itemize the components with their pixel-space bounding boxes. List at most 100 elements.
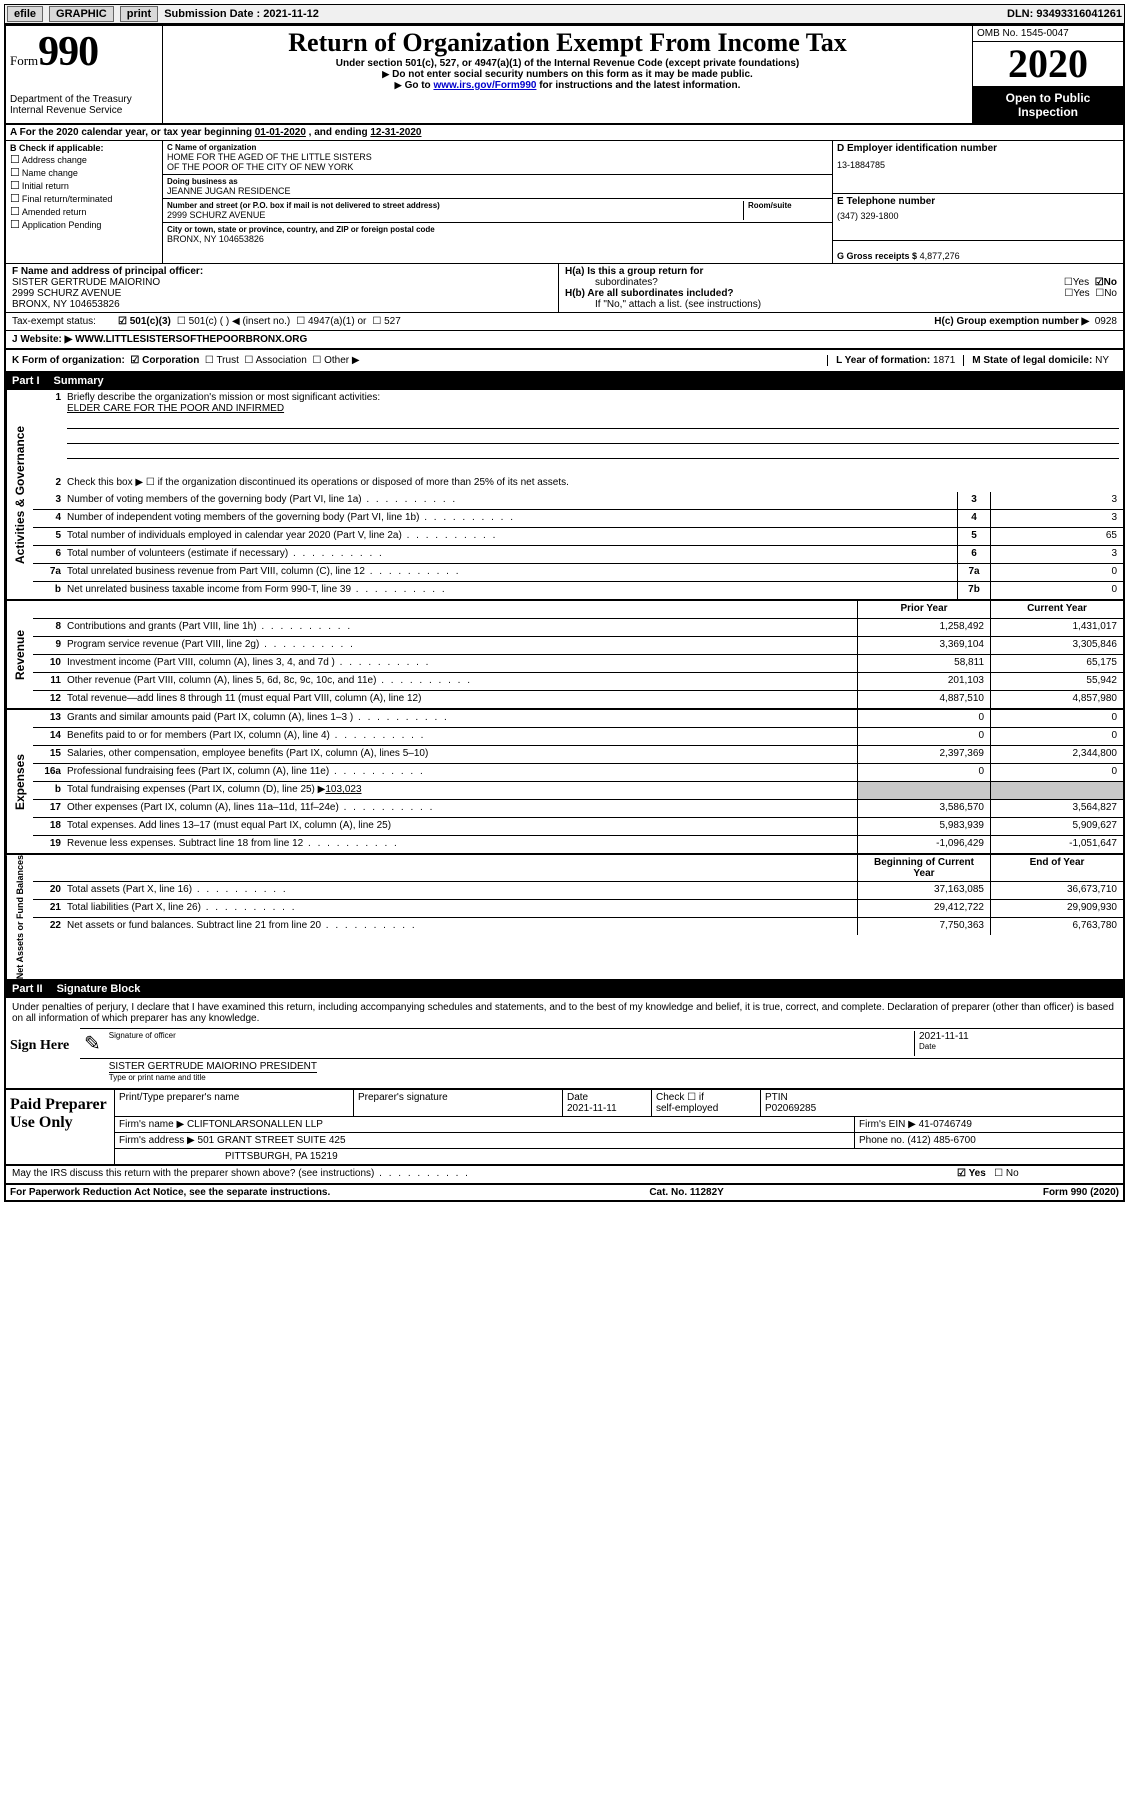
c9: 3,305,846	[990, 637, 1123, 654]
fundraising-total: 103,023	[325, 784, 361, 795]
chk-other[interactable]: ☐ Other ▶	[312, 355, 359, 366]
chk-name[interactable]: ☐Name change	[10, 166, 158, 179]
main-block: B Check if applicable: ☐Address change ☐…	[6, 141, 1123, 264]
v7b: 0	[990, 582, 1123, 599]
submission-date-label: Submission Date : 2021-11-12	[164, 8, 319, 20]
org-name-1: HOME FOR THE AGED OF THE LITTLE SISTERS	[167, 152, 828, 162]
footer-mid: Cat. No. 11282Y	[649, 1187, 723, 1198]
activities-section: Activities & Governance 1 Briefly descri…	[6, 390, 1123, 601]
room-lbl: Room/suite	[748, 201, 828, 210]
hb-yes[interactable]: ☐Yes	[1064, 288, 1089, 299]
chk-4947[interactable]: ☐ 4947(a)(1) or	[296, 316, 366, 327]
chk-address[interactable]: ☐Address change	[10, 153, 158, 166]
v4: 3	[990, 510, 1123, 527]
chk-final[interactable]: ☐Final return/terminated	[10, 192, 158, 205]
inspect2: Inspection	[975, 105, 1121, 119]
l-val: 1871	[933, 355, 955, 366]
dln-lbl: DLN:	[1007, 8, 1033, 20]
dept-treasury: Department of the Treasury	[10, 94, 158, 105]
ln2-txt: Check this box ▶ ☐ if the organization d…	[63, 475, 1123, 492]
graphic-btn[interactable]: GRAPHIC	[49, 6, 114, 22]
side-revenue: Revenue	[6, 601, 33, 708]
chk-pending[interactable]: ☐Application Pending	[10, 218, 158, 231]
hdr-begin: Beginning of Current Year	[857, 855, 990, 881]
self-emp-chk[interactable]: Check ☐ if	[656, 1092, 704, 1103]
chk-trust[interactable]: ☐ Trust	[205, 355, 239, 366]
firm-ein-lbl: Firm's EIN ▶	[859, 1119, 916, 1130]
form-number: 990	[38, 29, 98, 75]
chk-527[interactable]: ☐ 527	[372, 316, 400, 327]
website-row: J Website: ▶ WWW.LITTLESISTERSOFTHEPOORB…	[6, 331, 1123, 350]
chk-corp[interactable]: ☑ Corporation	[130, 355, 199, 366]
dept-irs: Internal Revenue Service	[10, 105, 158, 116]
top-bar: efile GRAPHIC print Submission Date : 20…	[4, 4, 1125, 24]
chk-lbl: Initial return	[22, 181, 69, 191]
chk-lbl: Name change	[22, 168, 78, 178]
sig-date: 2021-11-11	[919, 1031, 1119, 1042]
p12: 4,887,510	[857, 691, 990, 708]
pen-icon: ✎	[84, 1031, 101, 1056]
instructions-link-row: Go to www.irs.gov/Form990 for instructio…	[167, 80, 968, 91]
gross-val: 4,877,276	[920, 251, 960, 261]
expenses-section: Expenses 13Grants and similar amounts pa…	[6, 710, 1123, 855]
v3: 3	[990, 492, 1123, 509]
part2-header: Part II Signature Block	[6, 981, 1123, 998]
ha-yes[interactable]: ☐Yes	[1064, 277, 1089, 288]
ln9: Program service revenue (Part VIII, line…	[63, 637, 857, 654]
c8: 1,431,017	[990, 619, 1123, 636]
hdr-current: Current Year	[990, 601, 1123, 618]
city-cell: City or town, state or province, country…	[163, 223, 832, 246]
mission-text: ELDER CARE FOR THE POOR AND INFIRMED	[67, 403, 284, 414]
firm-ein: 41-0746749	[919, 1119, 972, 1130]
ptin-lbl: PTIN	[765, 1092, 788, 1103]
ein-val: 13-1884785	[837, 160, 1119, 170]
instr-tail: for instructions and the latest informat…	[536, 80, 740, 91]
v7a: 0	[990, 564, 1123, 581]
side-netassets: Net Assets or Fund Balances	[6, 855, 33, 979]
ln19: Revenue less expenses. Subtract line 18 …	[63, 836, 857, 853]
ln1-txt: Briefly describe the organization's miss…	[63, 390, 1123, 475]
discuss-yes[interactable]: ☑ Yes	[957, 1168, 986, 1179]
chk-501c[interactable]: ☐ 501(c) ( ) ◀ (insert no.)	[177, 316, 290, 327]
chk-initial[interactable]: ☐Initial return	[10, 179, 158, 192]
c15: 2,344,800	[990, 746, 1123, 763]
ln15: Salaries, other compensation, employee b…	[63, 746, 857, 763]
city-lbl: City or town, state or province, country…	[167, 225, 828, 234]
m-val: NY	[1095, 355, 1109, 366]
b20: 37,163,085	[857, 882, 990, 899]
chk-lbl: Final return/terminated	[22, 194, 113, 204]
sign-here-block: Sign Here ✎ Signature of officer 2021-11…	[6, 1028, 1123, 1090]
part1-title: Summary	[54, 375, 104, 387]
ln21: Total liabilities (Part X, line 26)	[63, 900, 857, 917]
hdr-right: OMB No. 1545-0047 2020 Open to Public In…	[972, 26, 1123, 123]
hb-note: If "No," attach a list. (see instruction…	[565, 299, 1117, 310]
discuss-no[interactable]: ☐ No	[994, 1168, 1019, 1179]
hc-lbl: H(c) Group exemption number ▶	[934, 316, 1089, 327]
ln3: Number of voting members of the governin…	[63, 492, 957, 509]
ln11: Other revenue (Part VIII, column (A), li…	[63, 673, 857, 690]
gross-lbl: G Gross receipts $	[837, 251, 917, 261]
chk-amended[interactable]: ☐Amended return	[10, 205, 158, 218]
ha-lbl: H(a) Is this a group return for	[565, 266, 703, 277]
side-governance: Activities & Governance	[6, 390, 33, 599]
hb-no[interactable]: ☐No	[1095, 288, 1117, 299]
ha-no[interactable]: ☑No	[1095, 277, 1117, 288]
self-emp-lbl: self-employed	[656, 1103, 718, 1114]
row-k: K Form of organization: ☑ Corporation ☐ …	[6, 350, 1123, 373]
public-inspection: Open to Public Inspection	[973, 87, 1123, 123]
chk-lbl: Amended return	[22, 207, 87, 217]
c19: -1,051,647	[990, 836, 1123, 853]
tel-val: (347) 329-1800	[837, 211, 1119, 221]
part1-num: Part I	[12, 375, 40, 387]
chk-assoc[interactable]: ☐ Association	[244, 355, 306, 366]
ln17: Other expenses (Part IX, column (A), lin…	[63, 800, 857, 817]
print-btn[interactable]: print	[120, 6, 158, 22]
chk-501c3[interactable]: ☑ 501(c)(3)	[118, 316, 171, 327]
irs-link[interactable]: www.irs.gov/Form990	[433, 80, 536, 91]
footer-left: For Paperwork Reduction Act Notice, see …	[10, 1187, 330, 1198]
efile-label: efile	[7, 6, 43, 22]
sub-date: 2021-11-12	[263, 8, 319, 20]
year-end: 12-31-2020	[370, 127, 421, 138]
row-f: F Name and address of principal officer:…	[6, 264, 559, 312]
ssn-warning: Do not enter social security numbers on …	[167, 69, 968, 80]
